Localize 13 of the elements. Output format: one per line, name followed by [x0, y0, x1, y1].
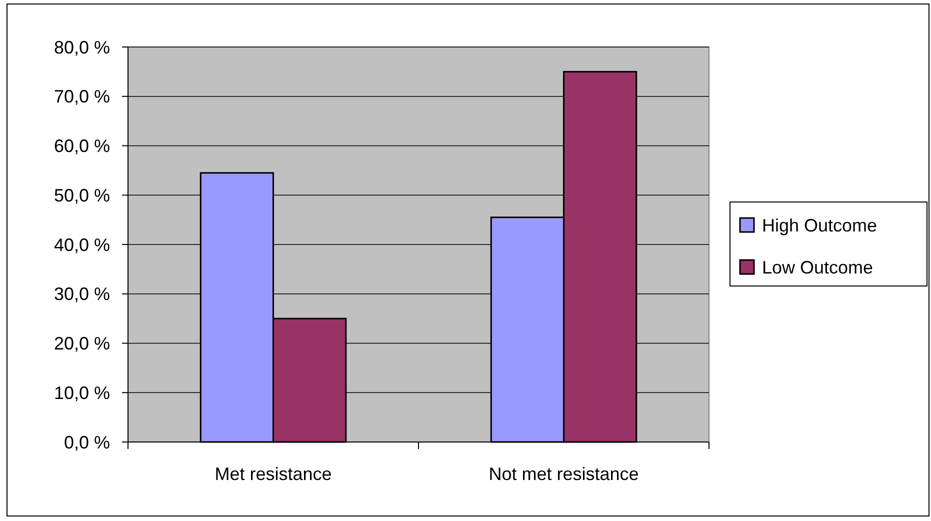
- y-tick-label: 60,0 %: [54, 136, 110, 156]
- y-tick-label: 40,0 %: [54, 234, 110, 255]
- legend-label: Low Outcome: [762, 257, 874, 278]
- y-tick-label: 70,0 %: [54, 86, 110, 107]
- x-tick-label: Met resistance: [214, 464, 332, 484]
- y-tick-label: 10,0 %: [54, 382, 110, 403]
- y-tick-label: 20,0 %: [54, 334, 110, 354]
- y-tick-label: 30,0 %: [54, 284, 110, 304]
- y-tick-label: 50,0 %: [54, 185, 110, 206]
- y-tick-label: 80,0 %: [54, 37, 110, 58]
- x-tick-label: Not met resistance: [488, 464, 639, 484]
- y-tick-label: 0,0 %: [64, 432, 110, 452]
- legend-label: High Outcome: [762, 215, 878, 236]
